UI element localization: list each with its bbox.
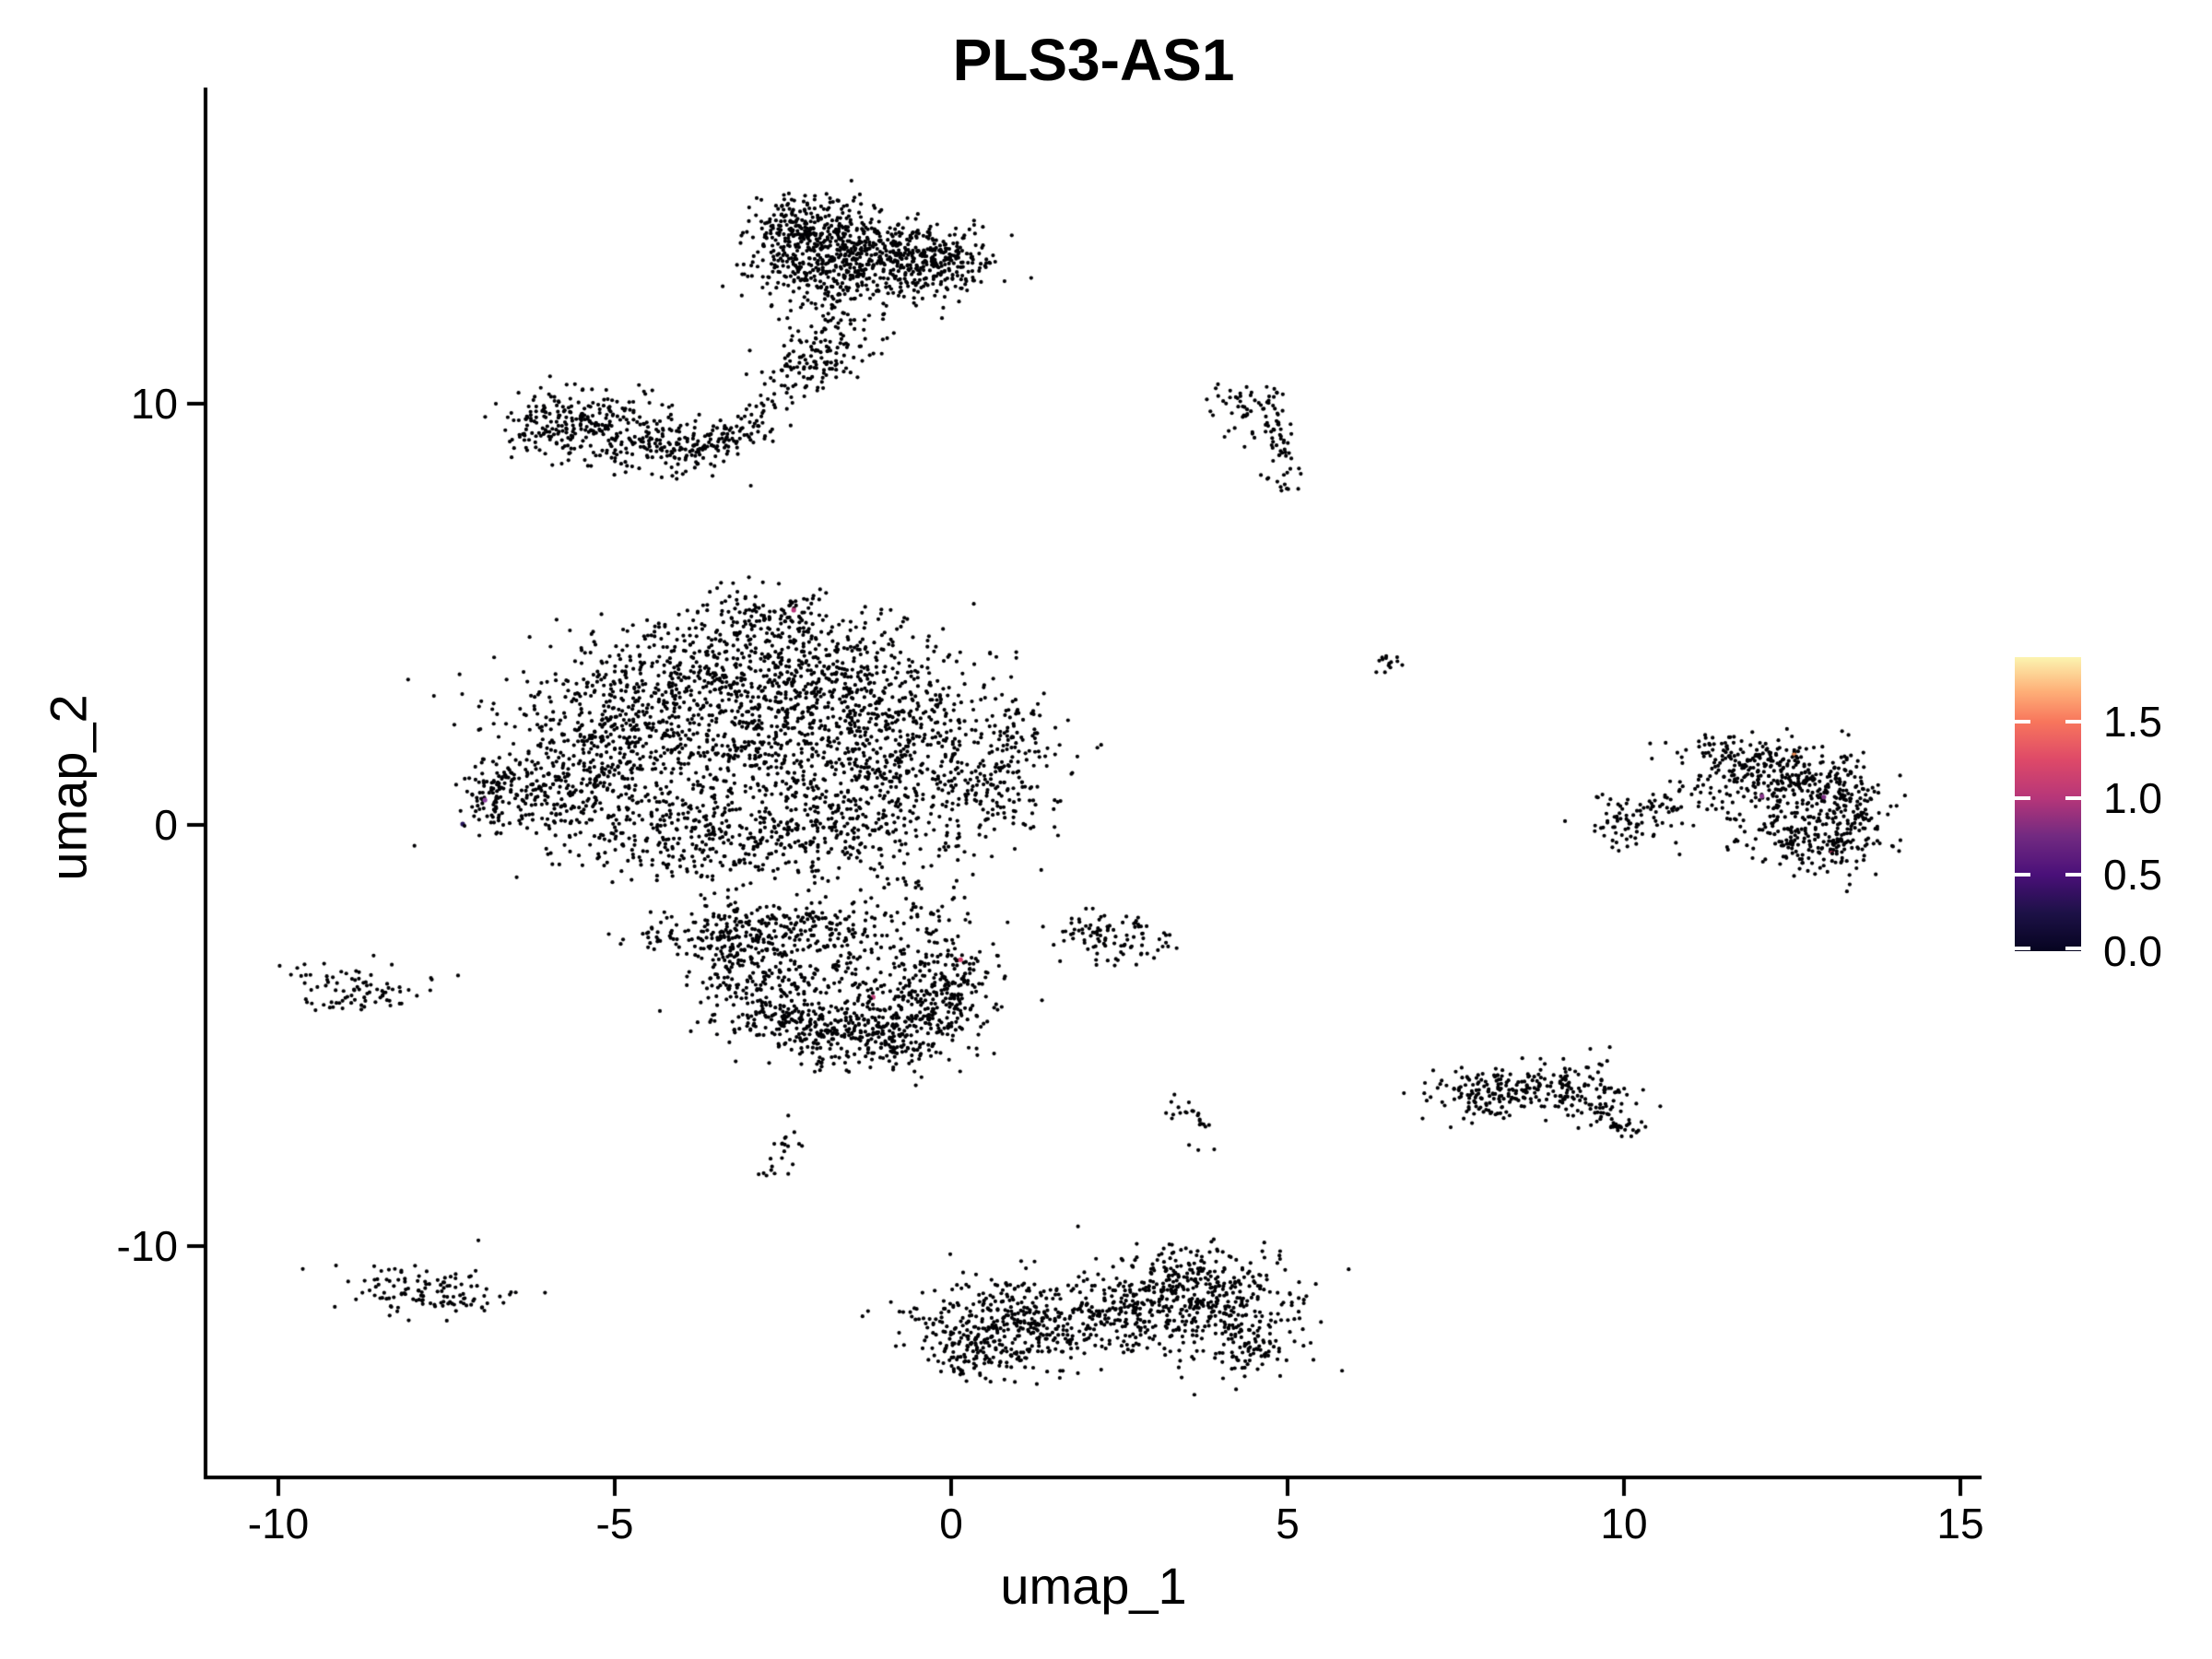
x-tick-label: 15 (1936, 1500, 1984, 1547)
legend-tick-mark (2065, 795, 2081, 800)
y-tick-label: 10 (130, 380, 178, 428)
x-tick-label: -5 (595, 1500, 634, 1547)
legend-colorbar (2015, 657, 2081, 951)
legend-tick-mark (2015, 872, 2030, 877)
legend-tick-label: 0.0 (2103, 927, 2162, 975)
x-tick-label: 0 (939, 1500, 963, 1547)
legend-tick-mark (2065, 872, 2081, 877)
x-tick-label: -10 (247, 1500, 310, 1547)
legend-tick-mark (2015, 795, 2030, 800)
x-tick-label: 5 (1276, 1500, 1300, 1547)
y-tick-label: -10 (116, 1222, 178, 1270)
legend-tick-label: 0.5 (2103, 850, 2162, 899)
legend-tick-label: 1.5 (2103, 697, 2162, 746)
x-tick-label: 10 (1600, 1500, 1648, 1547)
legend-tick-mark (2065, 946, 2081, 950)
plot-title: PLS3-AS1 (952, 27, 1235, 93)
legend-tick-mark (2015, 946, 2030, 950)
legend-tick-mark (2065, 719, 2081, 724)
x-axis-title: umap_1 (1000, 1557, 1187, 1615)
legend-tick-label: 1.0 (2103, 773, 2162, 822)
legend-tick-mark (2015, 719, 2030, 724)
y-axis-title: umap_2 (39, 694, 98, 881)
y-tick-label: 0 (154, 801, 178, 849)
